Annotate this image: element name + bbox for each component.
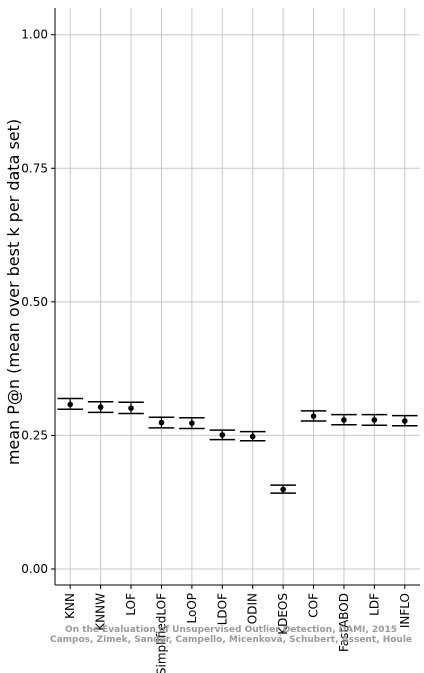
x-tick-label: INFLO [398,593,412,628]
watermark-line-1: On the Evaluation of Unsupervised Outlie… [65,625,397,635]
x-tick-label: LoOP [185,593,199,624]
data-point [97,404,104,410]
tick-labels: 0.00 0.25 0.50 0.75 1.00 KNN KNNW LOF Simplified… [21,28,412,673]
axes [51,8,420,589]
y-axis-title: mean P@n (mean over best k per data set) [4,119,23,465]
data-point [219,432,226,438]
x-tick-label: LDOF [215,593,229,625]
data-point [341,417,347,423]
data-point [158,419,165,426]
data-marks [57,397,418,494]
data-point [189,420,195,426]
data-point [249,433,256,440]
x-tick-label: LOF [124,593,138,616]
x-tick-label: LDF [367,593,381,616]
y-tick-label: 1.00 [21,28,48,42]
x-tick-label: KDEOS [276,593,290,635]
data-point [310,413,317,419]
grid [55,8,420,585]
data-point [371,417,378,423]
x-tick-label: KNNW [94,593,108,631]
x-tick-label: COF [307,593,321,618]
y-tick-label: 0.25 [21,428,48,442]
x-tick-label: SimplifiedLOF [154,593,168,673]
y-tick-label: 0.50 [21,295,48,309]
x-tick-label: FastABOD [337,593,351,652]
y-tick-label: 0.75 [21,161,48,175]
y-tick-label: 0.00 [21,562,48,576]
data-point [280,486,286,493]
x-tick-label: KNN [63,593,77,619]
x-tick-label: ODIN [246,593,260,624]
data-point [67,401,74,408]
watermark-line-2: Campos, Zimek, Sander, Campello, Micenko… [50,635,412,645]
data-point [128,405,134,411]
data-point [401,418,408,424]
